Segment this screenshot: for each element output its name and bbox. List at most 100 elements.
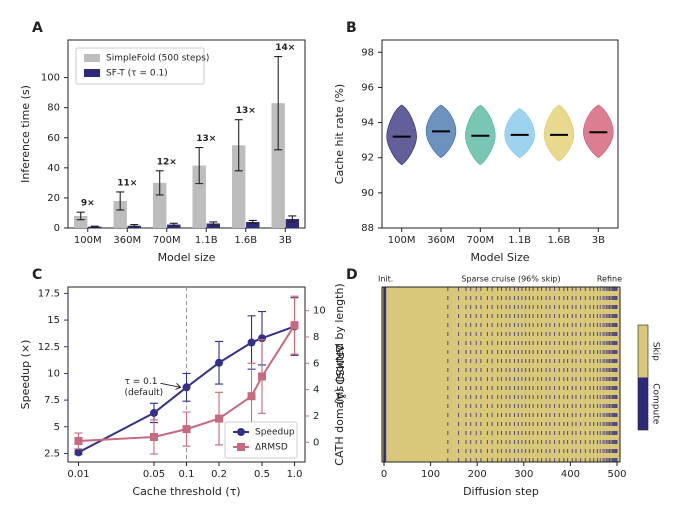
marker [215,414,224,423]
marker [182,383,191,392]
y-tick-label: 100 [41,73,60,84]
y-tick-label: 96 [361,82,374,93]
speedup-label: 11× [117,178,137,188]
y-tick-label: 20 [47,193,60,204]
y-tick-label: 10 [313,306,326,317]
y-tick-label: 15 [47,315,60,326]
y-tick-label: 98 [361,47,374,58]
panel-letter: D [346,267,358,283]
error-bar [195,146,204,185]
x-tick-label: 1.0 [287,469,303,480]
x-tick-label: 0.01 [67,469,89,480]
speedup-label: 9× [81,199,95,209]
panel-letter: A [32,20,43,36]
error-bar [169,222,178,227]
bar [285,218,300,228]
y-tick-label: 60 [47,133,60,144]
y-tick-label: 5 [54,422,60,433]
x-tick-label: 0 [381,469,387,480]
error-bar [234,119,243,172]
axes-frame [67,39,306,229]
marker [74,448,83,457]
error-bar [288,215,297,223]
x-tick-label: 1.1B [195,235,218,246]
marker [247,392,256,401]
y-tick-label: 92 [361,153,374,164]
colorbar-label: Skip [651,342,661,361]
phase-label: Init. [378,275,393,284]
bar [152,182,167,228]
marker [182,425,191,434]
x-tick-label: 700M [466,235,494,246]
x-tick-label: 0.1 [179,469,195,480]
axes-frame [381,39,619,229]
y-tick-label: 7.5 [44,395,60,406]
bar [113,200,127,228]
x-tick-label: 400 [561,469,580,480]
error-bar [155,170,164,196]
marker [74,436,83,445]
bar [231,145,246,228]
x-tick-label: 100M [74,235,102,246]
x-tick-label: 3B [279,235,292,246]
y-tick-label: 0 [313,437,319,448]
legend-box [75,47,205,85]
x-tick-label: 0.2 [211,469,227,480]
panel-letter: B [346,20,357,36]
y-tick-label: 94 [361,118,374,129]
x-tick-label: 1.6B [234,235,257,246]
y-tick-label: 40 [47,163,60,174]
y-tick-label: 90 [361,188,374,199]
error-bar [116,191,125,211]
x-tick-label: 360M [113,235,141,246]
y-tick-label: 88 [361,223,374,234]
legend-label: SimpleFold (500 steps) [106,54,209,64]
error-bar [90,225,99,228]
marker [290,321,299,330]
x-tick-label: 360M [427,235,455,246]
skip-area [382,287,620,462]
speedup-label: 13× [236,106,256,116]
marker [258,372,267,381]
legend-label: Speedup [255,428,295,438]
marker [149,408,158,417]
legend-swatch [237,443,245,451]
y-tick-label: 4 [313,385,319,396]
legend-label: SF-T (τ = 0.1) [106,69,168,79]
x-tick-label: 100 [421,469,440,480]
phase-label: Refine [597,275,622,284]
y-tick-label: 80 [47,103,60,114]
x-tick-label: 3B [592,235,605,246]
x-tick-label: 200 [468,469,487,480]
y-tick-label: 2 [313,411,319,422]
colorbar-segment [638,377,648,430]
bar [192,165,206,228]
marker [149,433,158,441]
error-bar [209,221,218,226]
colorbar-frame [637,324,649,431]
phase-label: Sparse cruise (96% skip) [461,275,560,284]
x-axis-label: Model Size [470,251,529,264]
legend-swatch [84,54,100,62]
y2-axis-label: ΔRMSD (Å) [333,345,346,405]
legend-swatch [84,69,100,77]
y-axis-label: Cache hit rate (%) [333,84,346,184]
bar [206,223,221,228]
marker [258,334,267,343]
annotation: (default) [125,388,164,398]
y-axis-label: CATH domains (sorted by length) [333,283,346,465]
x-tick-label: 300 [514,469,533,480]
point-cloud [543,104,575,162]
legend-swatch [237,428,245,436]
x-tick-label: 1.1B [508,235,531,246]
y-tick-label: 8 [313,332,319,343]
annotation-arrow [160,382,182,390]
marker [247,338,256,347]
y-axis-label: Speedup (×) [19,340,32,410]
x-tick-label: 0.5 [254,469,270,480]
error-bar [130,223,139,228]
panel-letter: C [32,267,42,283]
x-tick-label: 500 [607,469,626,480]
bar [73,215,88,228]
